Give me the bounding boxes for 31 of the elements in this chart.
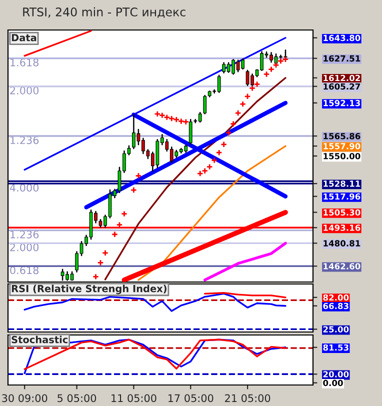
y-tick-label: 81.53: [323, 344, 348, 351]
y-tick-label: 25.00: [323, 326, 349, 332]
y-tick-label: 1462.60: [324, 263, 360, 270]
y-tick-label: 1627.51: [324, 55, 360, 62]
y-tick-label: 82.00: [323, 294, 349, 301]
x-tick-label: 21 05:00: [225, 394, 270, 402]
y-tick-label: 1565.86: [324, 133, 360, 140]
annotation: 1.236: [10, 136, 39, 144]
chart-subtitle: Data: [12, 34, 36, 42]
y-tick-label: 1612.02: [324, 74, 360, 82]
y-tick-label: 66.83: [323, 302, 348, 310]
y-tick-label: 1605.27: [324, 83, 360, 90]
chart-subtitle: RSI (Relative Strengh Index): [12, 284, 166, 294]
x-tick-label: 11 05:00: [112, 394, 156, 402]
y-tick-label: 1480.81: [324, 240, 360, 246]
y-tick-label: 1528.11: [324, 180, 360, 187]
y-tick-label: 20.00: [323, 371, 349, 378]
x-tick-label: 30 09:00: [2, 394, 48, 402]
y-tick-label: 1592.13: [324, 100, 360, 106]
chart-title: RTSI, 240 min - РТС индекс: [23, 7, 186, 18]
x-tick-label: 5 05:00: [58, 394, 96, 402]
y-tick-label: 1643.80: [324, 34, 360, 42]
y-tick-label: 1493.16: [324, 224, 360, 231]
y-tick-label: 1517.96: [324, 193, 360, 200]
y-tick-label: 1550.00: [324, 152, 360, 160]
x-tick-label: 17 05:00: [168, 394, 214, 402]
y-tick-label: 1557.90: [324, 143, 360, 150]
chart-subtitle: Stochastic: [12, 336, 68, 344]
annotation: 4.000: [10, 184, 39, 192]
y-tick-label: 0.00: [323, 380, 343, 386]
y-tick-label: 1505.30: [324, 209, 360, 216]
